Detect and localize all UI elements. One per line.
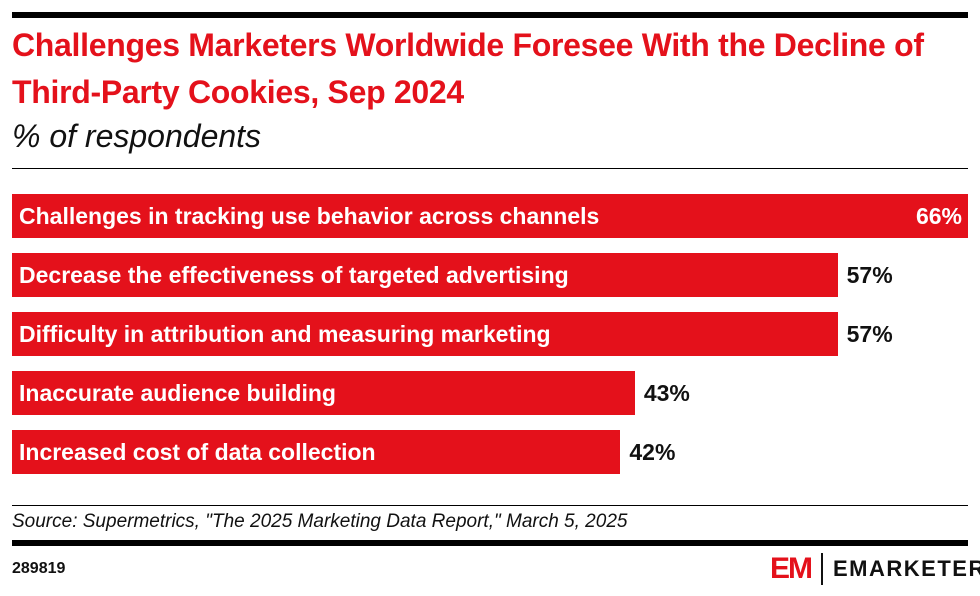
- chart-title: Challenges Marketers Worldwide Foresee W…: [12, 27, 924, 110]
- category-label: Inaccurate audience building: [19, 380, 336, 406]
- bar: [12, 253, 838, 297]
- logo-separator: [821, 553, 823, 585]
- bar: [12, 371, 635, 415]
- value-label: 57%: [846, 321, 893, 347]
- value-label: 57%: [846, 262, 893, 288]
- chart-id: 289819: [12, 560, 66, 577]
- footer-rule: [12, 540, 968, 546]
- category-label: Increased cost of data collection: [19, 439, 376, 465]
- value-label: 42%: [629, 439, 676, 465]
- header-divider: [12, 168, 968, 169]
- bar: [12, 312, 838, 356]
- source-divider: [12, 505, 968, 506]
- top-rule: [12, 12, 968, 18]
- value-label: 66%: [915, 203, 962, 229]
- source-note: Source: Supermetrics, "The 2025 Marketin…: [12, 511, 628, 532]
- emarketer-logo: EM EMARKETER: [770, 552, 980, 586]
- logo-text: EMARKETER: [833, 556, 980, 581]
- chart-subtitle: % of respondents: [12, 118, 262, 154]
- value-label: 43%: [643, 380, 690, 406]
- category-label: Difficulty in attribution and measuring …: [19, 321, 551, 347]
- bar: [12, 194, 968, 238]
- bar: [12, 430, 621, 474]
- category-label: Challenges in tracking use behavior acro…: [19, 203, 600, 229]
- category-label: Decrease the effectiveness of targeted a…: [19, 262, 569, 288]
- logo-mark: EM: [770, 552, 813, 585]
